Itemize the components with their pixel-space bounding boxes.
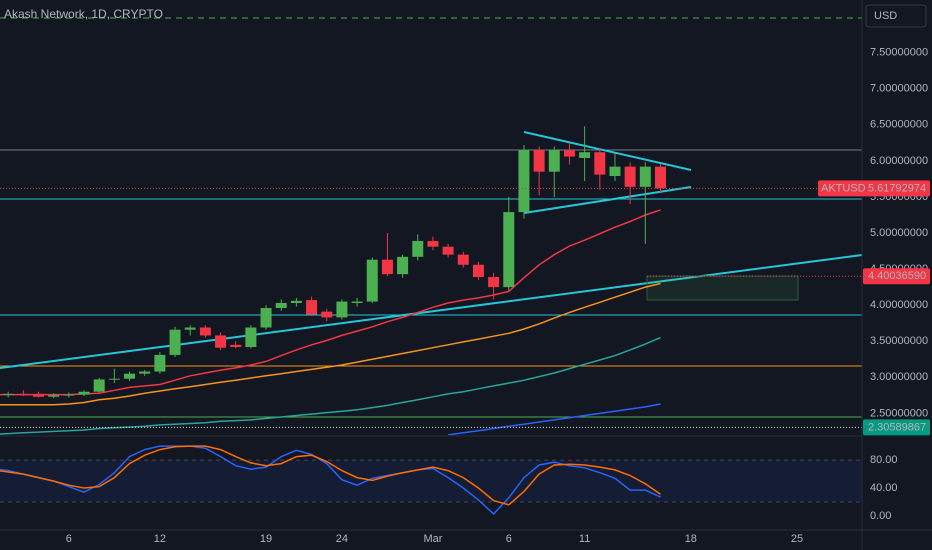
x-tick-label: 6 [66,533,72,545]
price-badge-label: 2.30589867 [868,421,926,433]
drawings [0,17,862,418]
candle-body [397,256,409,275]
y-tick-label: 5.00000000 [870,227,928,239]
candle-body [366,259,378,302]
candle-body [442,246,454,255]
candle-body [381,259,393,275]
trend-line [523,186,692,214]
series-line [447,403,661,435]
candle-body [78,391,90,395]
last-price-badge [818,180,930,197]
series-line [0,282,661,406]
candle-body [457,254,469,265]
candle-body [184,327,196,330]
candle-body [124,373,136,379]
candle-body [199,327,211,336]
candle-body [169,329,181,355]
candle-body [275,302,287,309]
y-tick-label: 6.50000000 [870,119,928,131]
y-tick-label: 7.00000000 [870,83,928,95]
candle-body [93,379,105,392]
y-tick-label: 0.00 [870,510,891,522]
x-tick-label: 18 [685,533,697,545]
candle-body [321,311,333,318]
candle-body [654,166,666,189]
candle-body [503,212,515,288]
candle-body [230,344,242,347]
currency-label[interactable]: USD [874,10,897,22]
candle-body [108,378,120,380]
currency-button[interactable] [865,4,927,28]
candle-body [579,152,591,158]
symbol-label: AKTUSD [821,182,866,194]
price-badge [863,268,930,285]
candle-body [306,300,318,315]
x-tick-label: 12 [154,533,166,545]
y-tick-label: 80.00 [870,454,898,466]
price-badge [863,419,930,436]
series-line [0,209,661,396]
trend-line [523,131,692,171]
series-line [0,445,661,515]
last-price-label: 5.61792974 [868,182,926,194]
zone-box [646,275,799,301]
candle-body [639,166,651,187]
y-tick-label: 3.00000000 [870,371,928,383]
price-pane [0,126,862,435]
candle-body [290,300,302,303]
candle-body [427,240,439,247]
y-tick-label: 7.50000000 [870,47,928,59]
candle-body [336,301,348,318]
candle-body [412,240,424,257]
candle-body [48,395,60,397]
price-badge-label: 4.40036590 [868,270,926,282]
candle-body [533,150,545,172]
y-tick-label: 6.00000000 [870,155,928,167]
candle-body [154,354,166,372]
candle-body [63,394,75,396]
y-tick-label: 3.50000000 [870,335,928,347]
band-fill [0,460,862,503]
candle-body [548,150,560,172]
chart-title: Akash Network, 1D, CRYPTO [4,7,163,21]
x-tick-label: 25 [791,533,803,545]
x-tick-label: Mar [423,533,442,545]
candle-body [351,301,363,303]
x-tick-label: 11 [579,533,590,545]
series-line [0,336,661,435]
candle-body [260,308,272,328]
candle-body [472,264,484,278]
y-tick-label: 2.50000000 [870,407,928,419]
candle-body [563,150,575,157]
x-tick-label: 24 [336,533,348,545]
x-tick-label: 6 [506,533,512,545]
candle-body [624,166,636,187]
oscillator-pane [0,445,862,515]
candle-body [17,393,29,395]
y-tick-label: 4.00000000 [870,299,928,311]
candle-body [518,150,530,213]
axes: 6 12 19 24 Mar 6 11 18 25 2.50000000 3.00000000 3.5… [66,47,930,545]
candle-body [33,393,45,397]
candle-body [594,152,606,175]
candle-body [488,277,500,288]
candle-body [609,166,621,177]
x-tick-label: 19 [260,533,272,545]
candle-body [245,327,257,347]
series-line [0,445,661,506]
candle-body [139,371,151,374]
trend-line [0,254,862,369]
candle-body [215,335,227,348]
candle-body [2,393,14,395]
y-tick-label: 40.00 [870,482,898,494]
